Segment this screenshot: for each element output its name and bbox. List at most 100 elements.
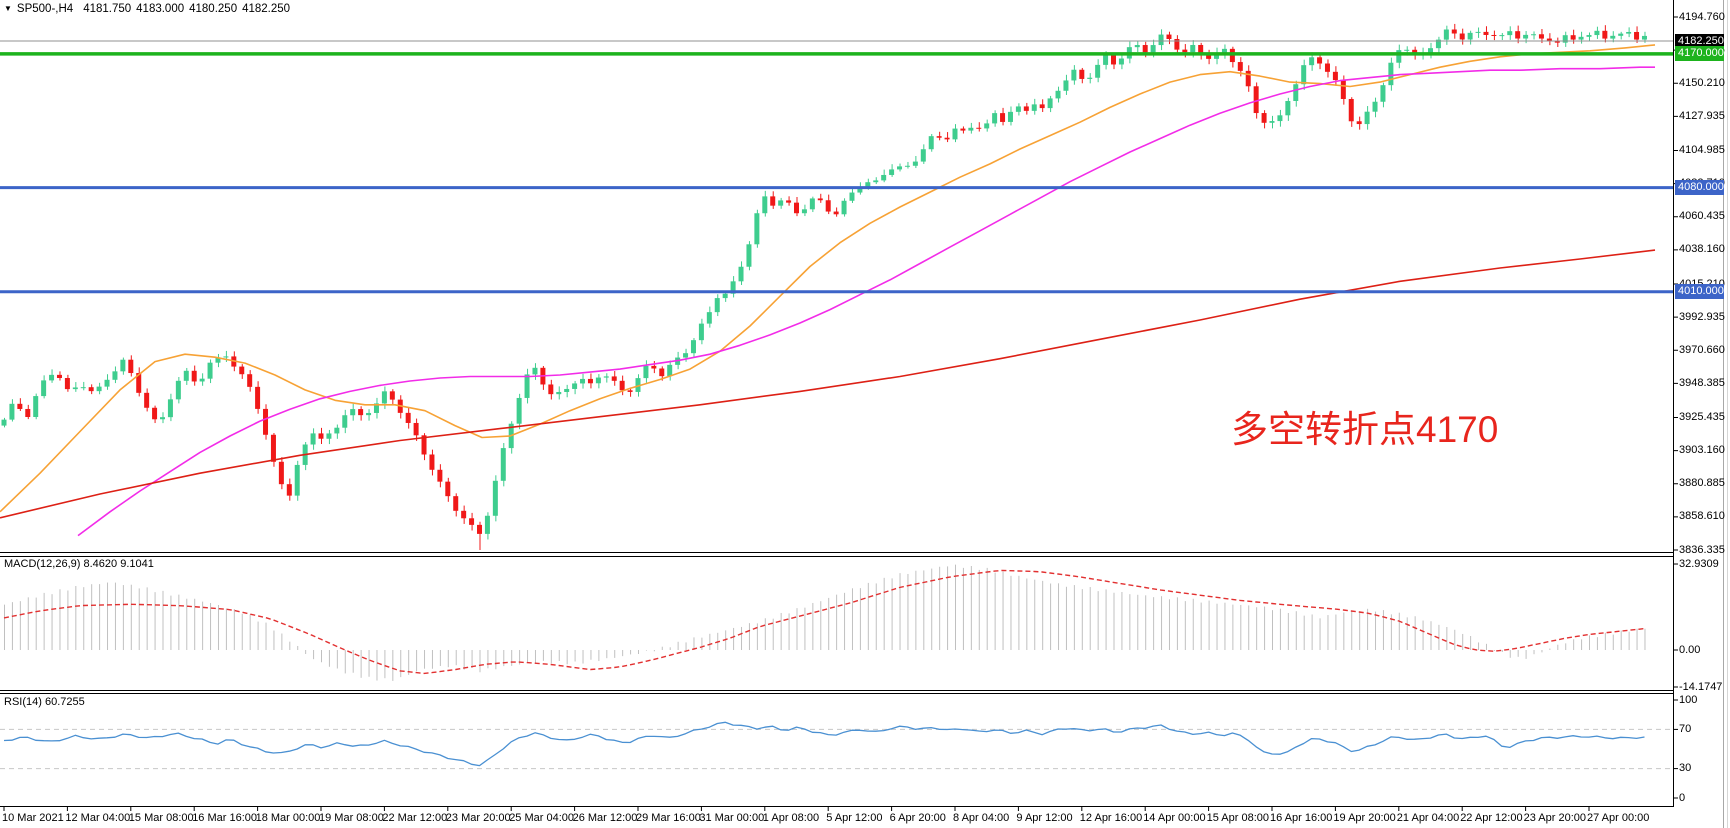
candle-body [1491, 34, 1497, 36]
time-axis-label: 21 Apr 04:00 [1396, 812, 1460, 824]
candle-body [960, 128, 966, 131]
price-axis-label: 4038.160 [1679, 243, 1725, 256]
candle-body [461, 510, 467, 519]
candle-body [1332, 71, 1338, 81]
macd-main-value: 8.4620 [83, 558, 118, 570]
time-axis-label: 12 Apr 16:00 [1079, 812, 1143, 824]
candle-body [714, 298, 720, 313]
candle-body [1523, 34, 1529, 39]
collapse-ohlc-icon[interactable]: ▼ [4, 4, 12, 13]
candle-body [1554, 40, 1560, 43]
candle-body [477, 524, 482, 534]
candle-body [88, 387, 94, 392]
candle-body [1515, 31, 1521, 39]
macd-title: MACD(12,26,9) [4, 558, 81, 570]
candle-body [841, 200, 847, 215]
candle-body [564, 388, 570, 393]
price-axis-label: 3970.660 [1679, 343, 1725, 356]
candle-body [1570, 35, 1576, 40]
candle-body [255, 386, 261, 409]
candle-body [817, 198, 823, 201]
candle-body [1293, 84, 1299, 101]
price-axis-label: 4104.985 [1679, 144, 1725, 156]
candle-body [667, 364, 673, 377]
candle-body [484, 515, 490, 534]
time-axis-label: 19 Mar 08:00 [319, 812, 384, 824]
candle-body [215, 357, 221, 363]
candle-body [1388, 62, 1394, 86]
candle-body [41, 380, 47, 397]
candle-body [786, 200, 792, 203]
rsi-plot[interactable] [0, 721, 1673, 770]
candle-body [659, 368, 665, 377]
candle-body [738, 266, 744, 282]
candle-body [1459, 33, 1465, 40]
time-axis-label: 15 Mar 08:00 [128, 812, 194, 824]
candle-body [722, 293, 728, 299]
candle-body [754, 213, 760, 245]
time-axis-label: 16 Apr 16:00 [1270, 812, 1333, 824]
ma-fast-orange-line [0, 44, 1656, 513]
candle-body [1150, 45, 1156, 53]
candle-body [897, 166, 903, 170]
rsi-title: RSI(14) [4, 696, 42, 708]
candle-body [690, 340, 696, 354]
candle-body [928, 136, 934, 150]
time-axis-label: 14 Apr 00:00 [1143, 812, 1206, 824]
candle-body [992, 113, 998, 124]
candle-body [1404, 49, 1410, 51]
candle-body [1443, 29, 1449, 40]
candle-body [516, 397, 522, 424]
candle-body [1340, 80, 1346, 99]
candle-body [698, 323, 704, 341]
candle-body [904, 165, 910, 167]
macd-axis-label: -14.1747 [1679, 680, 1723, 693]
candle-body [104, 379, 110, 387]
candle-body [643, 365, 649, 379]
time-axis-label: 29 Mar 16:00 [636, 812, 701, 824]
macd-plot[interactable] [3, 564, 1646, 681]
candle-body [1190, 44, 1196, 53]
candle-body [144, 392, 150, 408]
candle-body [1578, 36, 1584, 40]
candle-body [1428, 48, 1433, 54]
candle-body [619, 380, 625, 391]
time-axis-label: 22 Mar 12:00 [382, 812, 448, 824]
price-axis-label: 4060.435 [1679, 210, 1725, 223]
candle-body [247, 374, 253, 387]
candle-body [278, 461, 284, 485]
price-axis-label: 4127.935 [1679, 109, 1725, 122]
candle-body [358, 409, 364, 416]
candle-body [881, 174, 887, 181]
candle-body [572, 383, 578, 389]
candle-body [920, 149, 926, 162]
macd-indicator-label: MACD(12,26,9) 8.4620 9.1041 [4, 558, 154, 570]
candlestick-plot[interactable] [0, 23, 1673, 551]
ma-mid-magenta-line [77, 66, 1655, 537]
candle-body [112, 371, 118, 380]
rsi-axis-label: 30 [1679, 762, 1692, 775]
candle-body [1055, 90, 1061, 99]
price-badge-current-price: 4182.250 [1675, 33, 1724, 49]
candle-body [1079, 69, 1085, 79]
candle-body [595, 377, 601, 384]
candle-body [1301, 65, 1307, 85]
rsi-axis-label: 0 [1679, 791, 1686, 804]
time-axis-label: 22 Apr 12:00 [1460, 812, 1523, 824]
candle-body [770, 196, 776, 206]
rsi-axis-label: 100 [1679, 693, 1698, 706]
time-axis-label: 1 Apr 08:00 [762, 812, 820, 824]
candle-body [683, 353, 689, 358]
candle-body [1451, 29, 1457, 34]
candle-body [1396, 50, 1402, 63]
time-axis-label: 12 Mar 04:00 [65, 812, 131, 824]
candle-body [500, 448, 506, 481]
candle-body [912, 161, 918, 166]
candle-body [429, 454, 435, 470]
time-axis-label: 5 Apr 12:00 [826, 812, 883, 824]
pivot-annotation-text[interactable]: 多空转折点4170 [1231, 409, 1499, 450]
candle-body [1538, 34, 1544, 39]
candle-body [627, 390, 633, 392]
